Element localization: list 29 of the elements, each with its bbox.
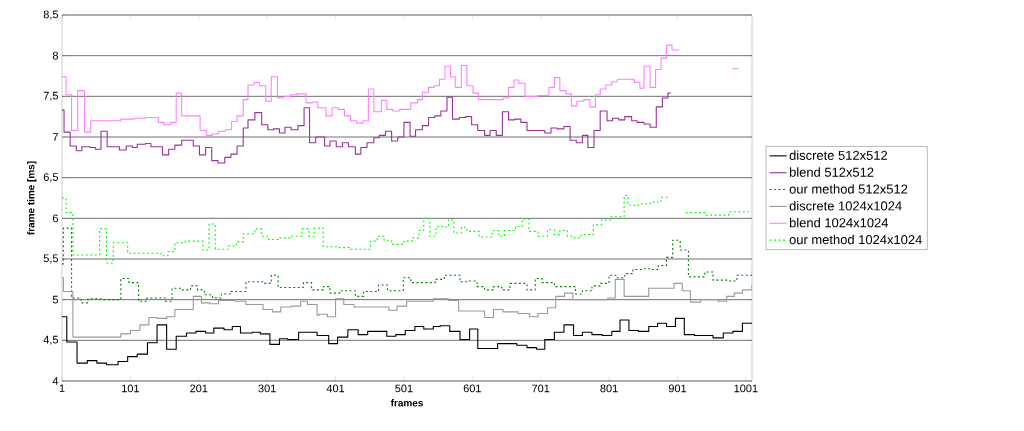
x-tick-label: 101 xyxy=(122,384,139,393)
y-tick-label: 7 xyxy=(52,133,58,141)
x-tick-label: 301 xyxy=(258,384,276,393)
legend-label: blend 512x512 xyxy=(789,167,874,177)
x-axis-title: frames xyxy=(390,399,423,407)
x-tick-label: 501 xyxy=(395,384,413,393)
x-tick-label: 201 xyxy=(190,384,208,393)
legend-label: our method 1024x1024 xyxy=(789,234,922,245)
y-tick-label: 7,5 xyxy=(43,91,59,101)
x-tick-label: 401 xyxy=(326,384,345,393)
legend-label: blend 1024x1024 xyxy=(789,217,889,228)
y-tick-label: 8,5 xyxy=(43,10,59,20)
x-tick-label: 1 xyxy=(59,384,65,393)
legend-label: discrete 512x512 xyxy=(789,150,888,160)
y-axis-title: frame time [ms] xyxy=(27,161,37,235)
y-tick-label: 4,5 xyxy=(43,335,59,345)
legend-label: our method 512x512 xyxy=(789,184,908,194)
y-tick-label: 6,5 xyxy=(43,173,59,183)
y-tick-label: 8 xyxy=(52,51,58,60)
x-tick-label: 901 xyxy=(668,384,687,393)
legend-label: discrete 1024x1024 xyxy=(789,200,902,211)
y-tick-label: 5,5 xyxy=(43,254,59,264)
y-tick-label: 5 xyxy=(52,295,59,304)
y-tick-label: 4 xyxy=(52,377,59,385)
x-tick-label: 701 xyxy=(532,384,550,393)
y-tick-label: 6 xyxy=(52,214,58,223)
x-tick-label: 1001 xyxy=(734,384,758,393)
x-tick-label: 601 xyxy=(463,384,481,393)
x-tick-label: 801 xyxy=(600,384,618,393)
